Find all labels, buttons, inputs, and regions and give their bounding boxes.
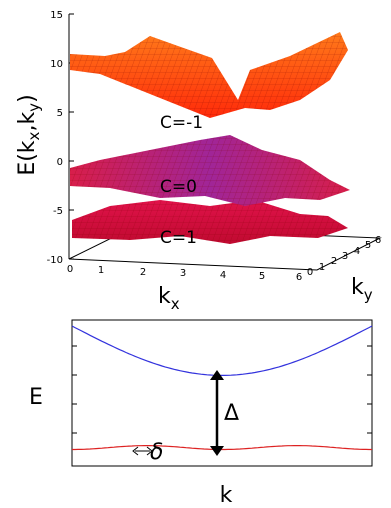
band-label-top: C=-1	[160, 113, 203, 133]
z-tick-label: -10	[47, 255, 63, 266]
y-tick-label: 5	[365, 240, 371, 251]
band-label-bottom: C=1	[160, 228, 197, 248]
width-arrow	[132, 446, 153, 456]
x-axis-label: k	[220, 483, 233, 508]
z-tick-label: -5	[53, 206, 63, 217]
y-axis-label: ky	[351, 275, 373, 304]
series-upper-band	[71, 325, 373, 376]
x-tick-label: 2	[140, 267, 146, 278]
band-middle-surface	[70, 135, 350, 206]
line-plot: Δ δ E k	[29, 319, 373, 508]
x-tick-label: 5	[259, 271, 265, 282]
z-tick-label: 5	[57, 108, 63, 119]
x-ticks: 0 1 2 3 4 5 6	[67, 264, 302, 283]
x-tick-label: 4	[220, 270, 226, 281]
gap-label: Δ	[224, 401, 239, 426]
y-axis-label: E	[29, 385, 43, 410]
gap-arrow	[210, 370, 224, 456]
z-tick-label: 10	[50, 59, 63, 70]
x-tick-label: 3	[180, 268, 186, 279]
width-label: δ	[150, 440, 163, 465]
y-tick-label: 3	[342, 251, 348, 262]
y-tick-label: 0	[307, 267, 313, 278]
plot-frame	[71, 319, 373, 467]
series-lower-band	[72, 445, 372, 451]
x-tick-label: 1	[98, 265, 104, 276]
z-axis-label: E(kx,ky)	[15, 94, 43, 175]
y-tick-label: 2	[331, 256, 337, 267]
z-tick-label: 15	[50, 10, 63, 21]
y-tick-label: 6	[375, 235, 381, 246]
left-tick-marks	[72, 345, 372, 434]
surface-plot: 15 10 5 0 -5 -10 0 1 2 3 4 5 6 0 1 2 3 4…	[15, 10, 382, 313]
band-label-middle: C=0	[160, 177, 197, 197]
x-tick-label: 0	[67, 264, 73, 275]
x-tick-label: 6	[296, 272, 302, 283]
y-tick-label: 4	[354, 246, 360, 257]
y-tick-label: 1	[319, 262, 325, 273]
band-bottom-surface	[72, 200, 348, 244]
x-axis-label: kx	[158, 284, 180, 313]
y-ticks: 0 1 2 3 4 5 6	[307, 235, 381, 278]
z-tick-label: 0	[57, 157, 63, 168]
band-top-surface	[70, 32, 348, 118]
